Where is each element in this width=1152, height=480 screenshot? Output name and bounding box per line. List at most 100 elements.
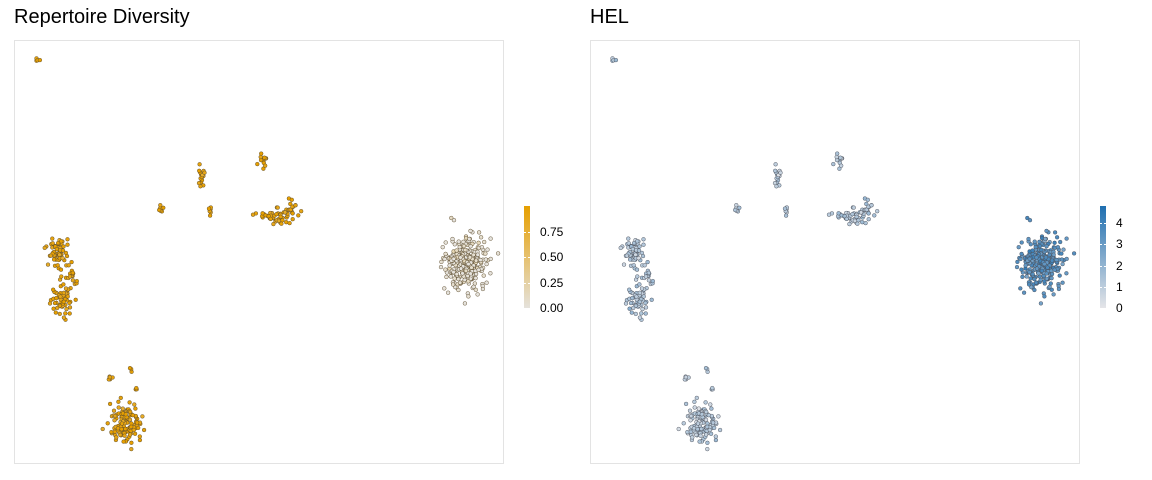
- data-point: [1052, 230, 1058, 235]
- data-point: [629, 310, 634, 315]
- data-point: [1027, 270, 1032, 275]
- data-point: [485, 247, 490, 252]
- data-point: [58, 267, 64, 272]
- data-point: [860, 220, 865, 225]
- data-point: [1059, 257, 1064, 262]
- data-point: [475, 292, 480, 297]
- data-point: [1049, 258, 1055, 263]
- data-point: [442, 256, 447, 262]
- data-point: [643, 274, 649, 279]
- data-point: [1049, 276, 1054, 281]
- data-point: [456, 276, 461, 282]
- data-point: [1049, 287, 1054, 292]
- data-point: [471, 284, 476, 289]
- data-point: [637, 282, 642, 287]
- data-point: [733, 207, 738, 213]
- data-point: [703, 432, 709, 437]
- data-point: [1032, 287, 1037, 293]
- legend-tick-mark: [528, 308, 530, 309]
- data-point: [866, 217, 871, 222]
- data-point: [1064, 271, 1069, 276]
- legend-tick-label: 1: [1116, 279, 1123, 294]
- data-point: [836, 211, 841, 216]
- data-point: [703, 400, 708, 405]
- data-point: [694, 432, 699, 438]
- data-point: [636, 248, 642, 253]
- legend-tick-mark: [528, 231, 530, 233]
- data-point: [707, 427, 712, 433]
- data-point: [772, 180, 778, 186]
- data-point: [130, 413, 135, 418]
- legend-tick-mark: [528, 282, 530, 284]
- data-point: [473, 258, 479, 263]
- legend-tick-label: 0.75: [540, 224, 564, 239]
- data-point: [483, 251, 488, 256]
- data-point: [442, 286, 447, 291]
- data-point: [132, 402, 137, 407]
- data-point: [461, 239, 466, 244]
- legend-tick-mark: [1104, 223, 1106, 224]
- data-point: [1019, 267, 1024, 272]
- legend-tick-mark: [528, 257, 530, 258]
- data-point: [1052, 267, 1057, 272]
- data-point: [476, 240, 481, 245]
- data-point: [116, 399, 121, 404]
- panel-hel: HEL 4 3 2 1 0: [576, 0, 1152, 480]
- data-point: [123, 426, 128, 432]
- data-point: [692, 405, 697, 410]
- data-point: [634, 267, 640, 272]
- data-point: [875, 209, 880, 214]
- data-point: [466, 279, 471, 284]
- data-point: [641, 237, 646, 242]
- data-point: [55, 240, 61, 246]
- data-point: [132, 431, 138, 436]
- data-point: [113, 413, 118, 419]
- data-point: [207, 213, 213, 218]
- data-point: [1047, 252, 1052, 257]
- data-point: [676, 426, 681, 432]
- data-point: [463, 268, 469, 273]
- data-point: [278, 214, 283, 219]
- data-point: [131, 427, 136, 433]
- data-point: [1014, 264, 1020, 270]
- data-point: [637, 299, 642, 304]
- data-point: [197, 168, 202, 173]
- data-point: [1042, 279, 1047, 284]
- data-point: [1058, 239, 1063, 245]
- data-point: [299, 209, 304, 214]
- data-point: [1034, 255, 1039, 260]
- data-point: [50, 241, 55, 246]
- data-point: [495, 251, 501, 256]
- data-point: [1045, 265, 1050, 270]
- data-point: [440, 245, 445, 250]
- data-point: [694, 395, 699, 401]
- data-point: [649, 297, 654, 302]
- data-point: [476, 267, 481, 272]
- data-point: [634, 294, 639, 299]
- data-point: [461, 243, 467, 249]
- data-point: [45, 262, 51, 267]
- data-point: [710, 385, 715, 391]
- data-point: [869, 203, 874, 208]
- data-point: [1033, 280, 1039, 285]
- data-point: [633, 252, 638, 257]
- data-point: [866, 211, 871, 216]
- data-point: [271, 221, 276, 227]
- data-point: [100, 426, 105, 432]
- data-point: [127, 432, 133, 437]
- data-point: [695, 421, 701, 426]
- data-point: [646, 278, 652, 283]
- data-point: [112, 429, 117, 434]
- data-point: [1019, 251, 1024, 257]
- data-point: [444, 274, 449, 280]
- data-point: [289, 197, 294, 202]
- data-point: [468, 271, 473, 276]
- data-point: [624, 253, 629, 258]
- data-point: [458, 255, 463, 260]
- data-point: [713, 437, 719, 443]
- data-point: [1043, 255, 1049, 260]
- data-point: [67, 274, 73, 279]
- data-point: [1064, 256, 1069, 262]
- data-point: [206, 206, 212, 211]
- data-point: [478, 235, 484, 240]
